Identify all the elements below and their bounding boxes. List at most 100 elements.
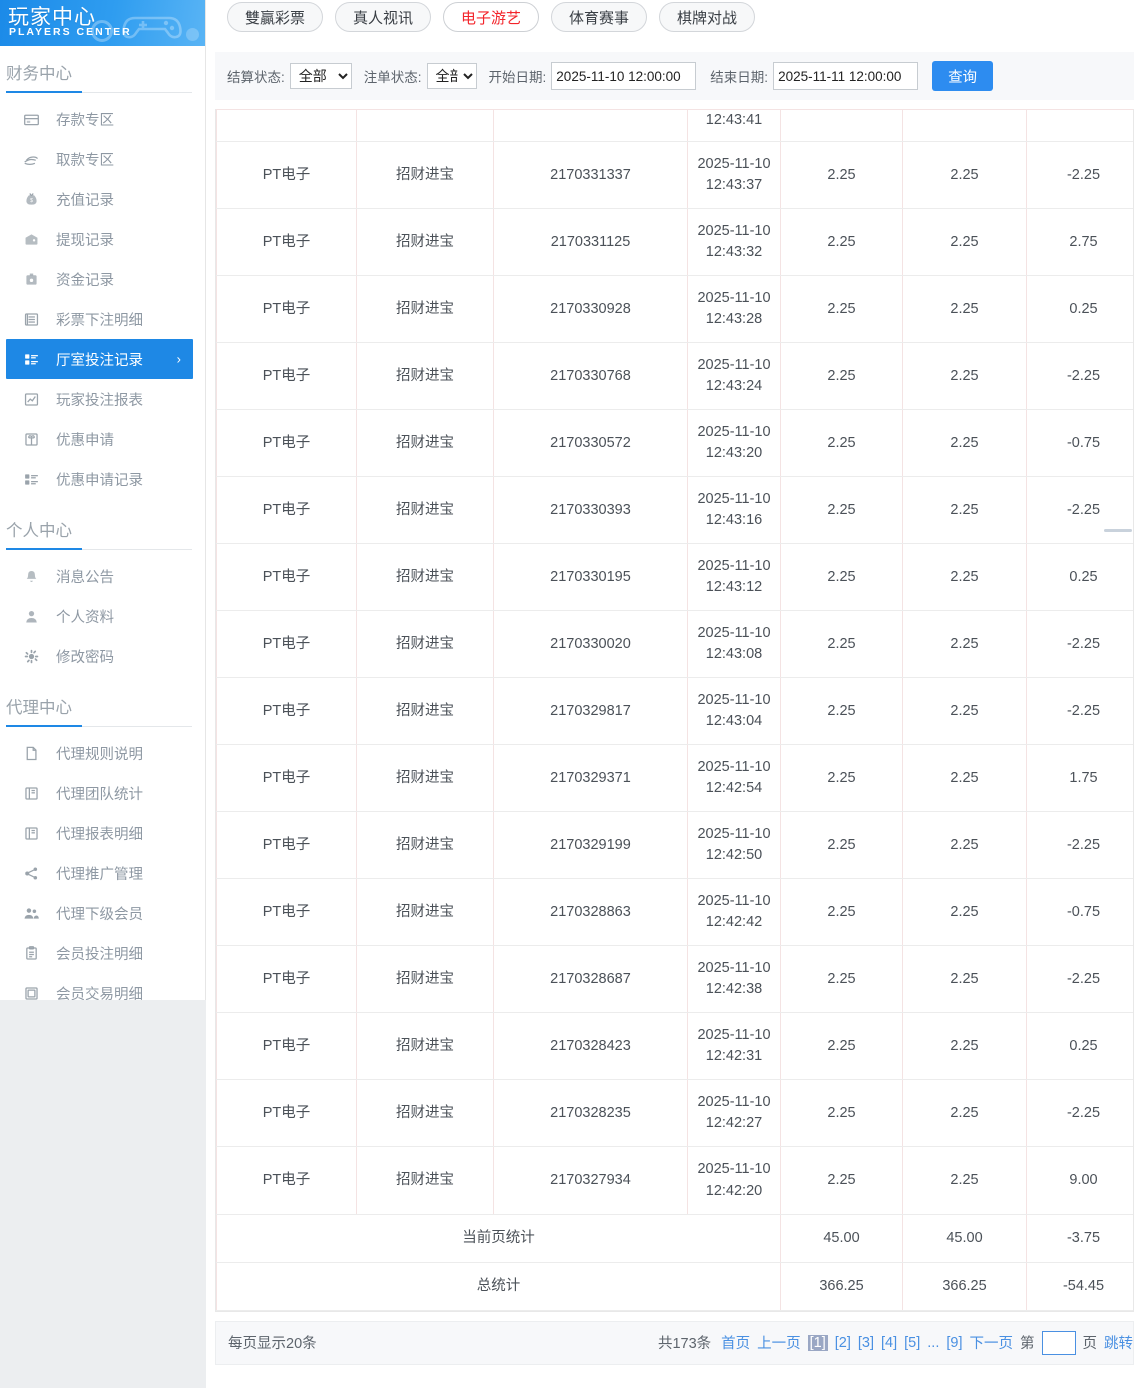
sidebar-item-3-5[interactable]: 代理下级会员 xyxy=(0,893,205,933)
list-doc-icon xyxy=(20,310,42,328)
cell-game: 招财进宝 xyxy=(356,275,494,344)
tab-5[interactable]: 棋牌对战 xyxy=(659,2,755,32)
cell-game: 招财进宝 xyxy=(356,610,494,679)
page-link-1[interactable]: [1] xyxy=(807,1334,828,1351)
cell-platform: PT电子 xyxy=(216,945,357,1014)
sidebar-item-3-6[interactable]: 会员投注明细 xyxy=(0,933,205,973)
cell-date: 2025-11-10 xyxy=(697,491,771,508)
cell-bet-amount: 2.25 xyxy=(780,945,903,1014)
cell-valid-amount: 2.25 xyxy=(902,945,1027,1014)
sidebar-item-label: 修改密码 xyxy=(56,649,114,666)
page-link-last[interactable]: [9] xyxy=(946,1334,963,1351)
sidebar-item-1-7[interactable]: 厅室投注记录 › xyxy=(6,339,193,379)
tab-4[interactable]: 体育赛事 xyxy=(551,2,647,32)
cell-profit: -2.25 xyxy=(1026,476,1133,545)
tab-3[interactable]: 电子游艺 xyxy=(443,2,539,32)
cell-valid-amount: 2.25 xyxy=(902,476,1027,545)
sidebar-item-1-9[interactable]: 优惠申请 xyxy=(0,419,205,459)
cell-valid-amount: 2.25 xyxy=(902,342,1027,411)
cell-time: 12:42:20 xyxy=(705,1182,763,1199)
sidebar-item-3-7[interactable]: 会员交易明细 xyxy=(0,973,205,1000)
sidebar-section-items: 代理规则说明 代理团队统计 代理报表明细 代理推广管理 代理下级会员会员投注明细会员交易… xyxy=(0,727,205,1000)
cell-bet-amount: 2.25 xyxy=(780,476,903,545)
sidebar-item-1-6[interactable]: 彩票下注明细 xyxy=(0,299,205,339)
settle-status-select[interactable]: 全部 xyxy=(289,63,352,89)
cell-order-id: 2170328687 xyxy=(493,945,688,1014)
next-page-link[interactable]: 下一页 xyxy=(969,1336,1014,1353)
cell-valid-amount: 2.25 xyxy=(902,1079,1027,1148)
cell-profit: -0.75 xyxy=(1026,409,1133,478)
table-row: PT电子 招财进宝 2170328235 2025-11-10 12:42:27 2.25… xyxy=(216,1079,1133,1148)
cell-bet-amount: 2.25 xyxy=(780,141,903,210)
cell-valid-amount: 2.25 xyxy=(902,878,1027,947)
table-row: PT电子 招财进宝 2170330020 2025-11-10 12:43:08 2.25… xyxy=(216,610,1133,679)
cell-datetime: 2025-11-10 12:42:20 xyxy=(687,1146,781,1215)
cell-platform: PT电子 xyxy=(216,409,357,478)
cell-game: 招财进宝 xyxy=(356,677,494,746)
main-content: 雙贏彩票 真人视讯 电子游艺 体育赛事 棋牌对战 结算状态: 全部 注单状态: 全部 开… xyxy=(206,0,1139,1388)
chart-box-icon xyxy=(20,390,42,408)
start-date-input[interactable] xyxy=(551,62,697,90)
tab-1[interactable]: 雙贏彩票 xyxy=(227,2,323,32)
sidebar-item-1-2[interactable]: 取款专区 xyxy=(0,139,205,179)
sidebar-item-3-4[interactable]: 代理推广管理 xyxy=(0,853,205,893)
cell-empty xyxy=(780,109,903,143)
cell-profit: -2.25 xyxy=(1026,141,1133,210)
cell-time-partial: 12:43:41 xyxy=(687,109,781,143)
sidebar-item-2-3[interactable]: 修改密码 xyxy=(0,636,205,676)
page-link-3[interactable]: [3] xyxy=(857,1334,875,1351)
summary-label: 总统计 xyxy=(216,1261,781,1311)
brand-title: 玩家中心 xyxy=(8,6,96,29)
sidebar-item-1-3[interactable]: $ 充值记录 xyxy=(0,179,205,219)
cell-valid-amount: 2.25 xyxy=(902,141,1027,210)
page-link-5[interactable]: [5] xyxy=(904,1334,921,1351)
cell-datetime: 2025-11-10 12:42:27 xyxy=(687,1079,781,1148)
cell-datetime: 2025-11-10 12:43:20 xyxy=(687,409,781,478)
scrollbar-thumb[interactable] xyxy=(1104,529,1132,532)
sidebar-item-2-2[interactable]: 个人资料 xyxy=(0,596,205,636)
cell-order-id: 2170330928 xyxy=(493,275,688,344)
tab-2[interactable]: 真人视讯 xyxy=(335,2,431,32)
page-link-2[interactable]: [2] xyxy=(834,1334,851,1351)
table-list-icon xyxy=(20,350,42,368)
cell-profit: -0.75 xyxy=(1026,878,1133,947)
cell-valid-amount: 2.25 xyxy=(902,744,1027,813)
sidebar-item-3-1[interactable]: 代理规则说明 xyxy=(0,733,205,773)
users-icon xyxy=(20,904,42,922)
cell-platform: PT电子 xyxy=(216,543,357,612)
sidebar-item-1-1[interactable]: 存款专区 xyxy=(0,99,205,139)
sidebar-item-1-5[interactable]: 资金记录 xyxy=(0,259,205,299)
settle-status-label: 结算状态: xyxy=(227,70,285,85)
sidebar-filler xyxy=(0,1000,206,1388)
cell-platform: PT电子 xyxy=(216,878,357,947)
table-body: 12:43:41 PT电子 招财进宝 2170331337 2025-11-10 12:4… xyxy=(216,109,1133,1311)
cell-profit: 0.25 xyxy=(1026,543,1133,612)
table-summary-row: 当前页统计 45.00 45.00 -3.75 xyxy=(216,1213,1133,1263)
cell-bet-amount: 2.25 xyxy=(780,342,903,411)
bet-status-select[interactable]: 全部 xyxy=(426,63,477,89)
divider xyxy=(6,92,192,93)
sidebar-item-label: 资金记录 xyxy=(56,272,114,289)
cell-bet-amount: 2.25 xyxy=(780,677,903,746)
page-link-4[interactable]: [4] xyxy=(881,1334,898,1351)
sidebar-item-3-3[interactable]: 代理报表明细 xyxy=(0,813,205,853)
query-button[interactable]: 查询 xyxy=(932,61,994,91)
cell-order-id: 2170328863 xyxy=(493,878,688,947)
sidebar-item-1-10[interactable]: 优惠申请记录 xyxy=(0,459,205,499)
cell-datetime: 2025-11-10 12:43:12 xyxy=(687,543,781,612)
prev-page-link[interactable]: 上一页 xyxy=(757,1336,801,1353)
first-page-link[interactable]: 首页 xyxy=(721,1336,751,1353)
cell-game: 招财进宝 xyxy=(356,945,494,1014)
table-summary-row: 总统计 366.25 366.25 -54.45 xyxy=(216,1261,1133,1311)
sidebar-item-1-8[interactable]: 玩家投注报表 xyxy=(0,379,205,419)
cell-date: 2025-11-10 xyxy=(697,625,771,642)
table-row: PT电子 招财进宝 2170331337 2025-11-10 12:43:37 2.25… xyxy=(216,141,1133,210)
sidebar-item-2-1[interactable]: 消息公告 xyxy=(0,556,205,596)
sidebar-item-1-4[interactable]: 提现记录 xyxy=(0,219,205,259)
jump-button[interactable]: 跳转 xyxy=(1104,1336,1133,1353)
jump-page-input[interactable] xyxy=(1041,1330,1076,1355)
end-date-input[interactable] xyxy=(773,62,919,90)
sidebar-item-3-2[interactable]: 代理团队统计 xyxy=(0,773,205,813)
cell-order-id: 2170331125 xyxy=(493,208,688,277)
sidebar-item-label: 会员投注明细 xyxy=(56,946,143,963)
